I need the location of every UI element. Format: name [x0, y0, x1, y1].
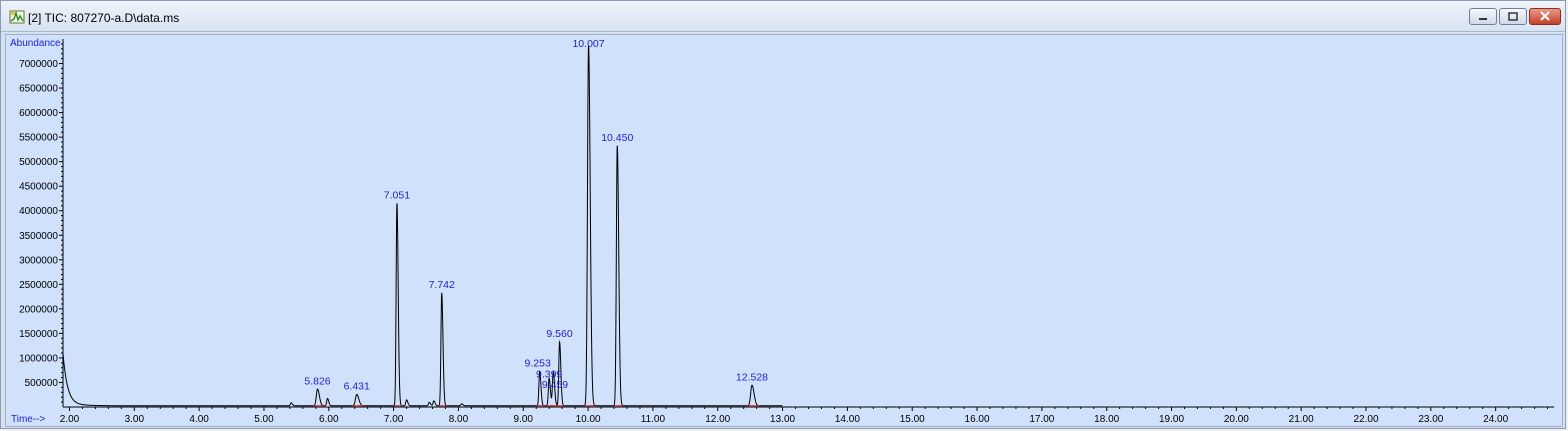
x-tick-label: 19.00	[1159, 414, 1184, 425]
x-tick-label: 24.00	[1483, 414, 1508, 425]
x-tick-label: 9.00	[514, 414, 534, 425]
chart-svg: 500000 1000000 1500000 2000000 2500000 300000…	[10, 38, 1554, 425]
tic-trace	[62, 45, 783, 407]
y-tick-label: 500000	[25, 378, 59, 389]
x-tick-label: 10.00	[576, 414, 601, 425]
y-tick-label: 5000000	[19, 157, 58, 168]
y-tick-label: 3000000	[19, 255, 58, 266]
window-title: [2] TIC: 807270-a.D\data.ms	[28, 11, 180, 25]
peak-label: 9.253	[525, 358, 551, 370]
x-tick-label: 3.00	[125, 414, 145, 425]
peak-label: 10.450	[601, 132, 633, 144]
x-tick-label: 22.00	[1353, 414, 1378, 425]
peak-label: 9.459	[542, 379, 568, 391]
x-tick-label: 4.00	[189, 414, 209, 425]
y-tick-label: 4500000	[19, 182, 58, 193]
x-tick-label: 23.00	[1418, 414, 1443, 425]
x-tick-label: 15.00	[900, 414, 925, 425]
x-tick-label: 21.00	[1289, 414, 1314, 425]
peak-label: 7.742	[429, 279, 455, 291]
close-button[interactable]	[1529, 8, 1561, 25]
chromatogram-icon	[9, 10, 25, 24]
peak-label: 6.431	[344, 381, 370, 393]
x-tick-label: 18.00	[1094, 414, 1119, 425]
peak-label: 7.051	[384, 189, 410, 201]
y-tick-label: 6000000	[19, 108, 58, 119]
maximize-icon	[1508, 12, 1518, 21]
x-tick-label: 2.00	[60, 414, 80, 425]
y-axis-label: Abundance	[10, 38, 61, 49]
y-tick-label: 2000000	[19, 304, 58, 315]
y-tick-label: 1000000	[19, 353, 58, 364]
x-tick-label: 11.00	[641, 414, 666, 425]
y-tick-label: 3500000	[19, 231, 58, 242]
x-axis-label: Time-->	[11, 414, 46, 425]
x-tick-label: 16.00	[965, 414, 990, 425]
y-tick-label: 6500000	[19, 84, 58, 95]
y-tick-label: 7000000	[19, 59, 58, 70]
x-tick-label: 14.00	[835, 414, 860, 425]
peak-label: 9.399	[536, 369, 562, 381]
y-tick-label: 4000000	[19, 206, 58, 217]
x-tick-label: 13.00	[770, 414, 795, 425]
y-tick-label: 2500000	[19, 280, 58, 291]
peak-label: 10.007	[572, 38, 604, 50]
peak-label: 12.528	[736, 371, 768, 383]
x-tick-label: 7.00	[384, 414, 404, 425]
y-tick-label: 1500000	[19, 329, 58, 340]
peak-label: 9.560	[546, 328, 572, 340]
minimize-button[interactable]	[1469, 8, 1497, 25]
x-tick-label: 20.00	[1224, 414, 1249, 425]
x-tick-label: 17.00	[1029, 414, 1054, 425]
minimize-icon	[1479, 18, 1487, 20]
close-icon	[1540, 11, 1550, 21]
chromatogram-plot[interactable]: 500000 1000000 1500000 2000000 2500000 300000…	[5, 34, 1563, 427]
title-bar[interactable]: [2] TIC: 807270-a.D\data.ms	[1, 1, 1565, 32]
x-tick-label: 6.00	[319, 414, 339, 425]
y-tick-label: 5500000	[19, 133, 58, 144]
x-tick-label: 5.00	[254, 414, 274, 425]
peak-label: 5.826	[304, 375, 330, 387]
x-tick-label: 8.00	[449, 414, 469, 425]
x-tick-label: 12.00	[705, 414, 730, 425]
maximize-button[interactable]	[1499, 8, 1527, 25]
